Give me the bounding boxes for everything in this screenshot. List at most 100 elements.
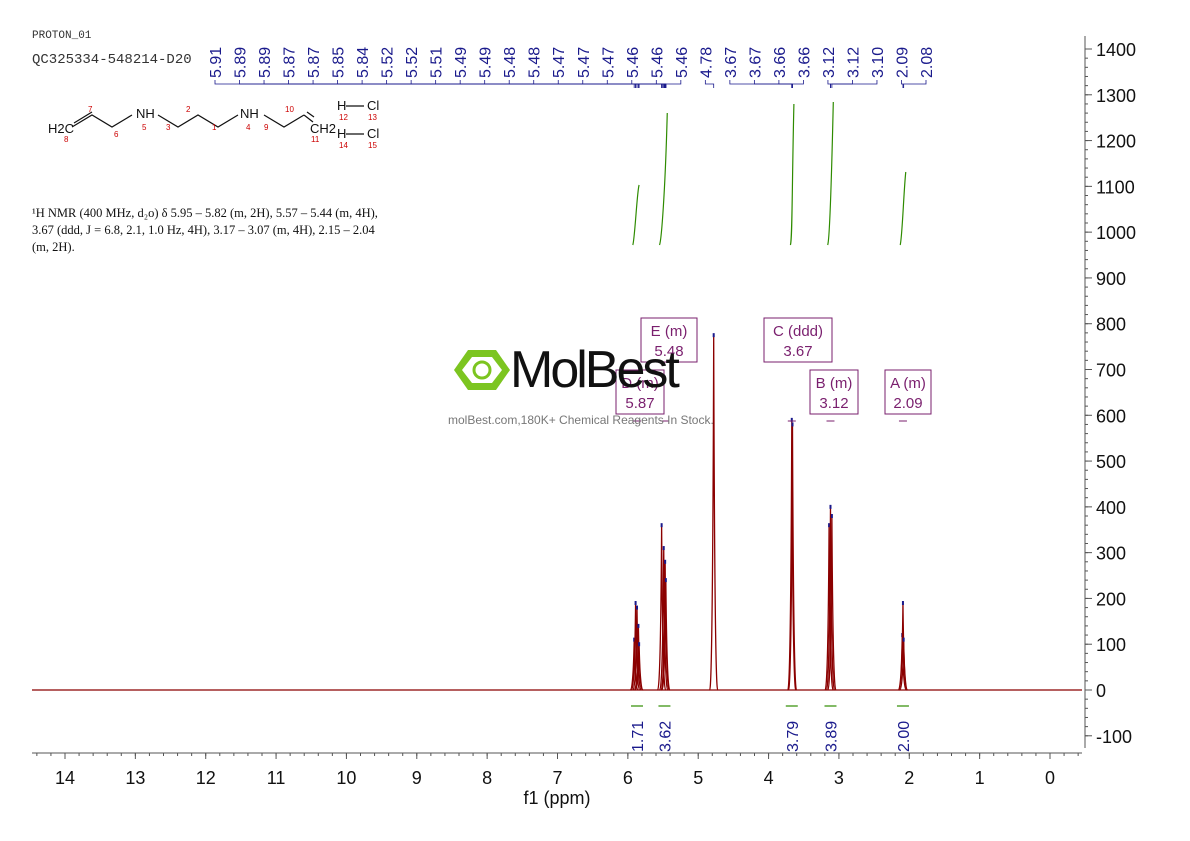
multiplet-shift: 2.09 [893, 395, 922, 412]
peak-label: 5.46 [649, 47, 666, 78]
y-tick-label: 1100 [1096, 177, 1135, 197]
integral-value: 2.00 [896, 721, 913, 752]
peak-marker [712, 333, 715, 338]
multiplet-shift: 3.12 [819, 395, 848, 412]
integral-value: 3.62 [657, 721, 674, 752]
y-tick-label: 200 [1096, 589, 1126, 609]
peak-label: 3.67 [723, 47, 740, 78]
y-tick-label: 1400 [1096, 40, 1136, 60]
multiplet-label: B (m) [816, 375, 853, 392]
peak-label: 5.48 [527, 47, 544, 78]
y-tick-label: 1000 [1096, 223, 1136, 243]
x-tick-label: 10 [336, 768, 356, 788]
peak-marker [664, 559, 667, 564]
multiplet-shift: 3.67 [783, 343, 812, 360]
multiplet-box [884, 369, 932, 415]
peak-label: 5.46 [674, 47, 691, 78]
y-tick-label: 300 [1096, 544, 1126, 564]
x-tick-label: 4 [764, 768, 774, 788]
peak-label: 3.66 [796, 47, 813, 78]
integral-curve [632, 184, 640, 246]
x-axis-label: f1 (ppm) [523, 788, 590, 808]
peak-label: 5.51 [429, 47, 446, 78]
peak-marker [662, 546, 665, 551]
peak-marker [828, 523, 831, 528]
y-tick-label: 800 [1096, 315, 1126, 335]
watermark-tagline: molBest.com,180K+ Chemical Reagents In S… [448, 413, 714, 427]
integral-curve [899, 171, 907, 246]
integral-curve [789, 103, 795, 246]
y-tick-label: 400 [1096, 498, 1126, 518]
x-tick-label: 5 [693, 768, 703, 788]
spectrum-peak [825, 506, 836, 691]
y-tick-label: 700 [1096, 361, 1126, 381]
peak-label: 5.47 [576, 47, 593, 78]
multiplet-label: A (m) [890, 375, 926, 392]
peak-marker [791, 422, 794, 427]
x-tick-label: 13 [125, 768, 145, 788]
peak-label: 5.49 [478, 47, 495, 78]
y-tick-label: -100 [1096, 727, 1132, 747]
x-tick-label: 1 [975, 768, 985, 788]
multiplet-shift: 5.87 [625, 395, 654, 412]
x-tick-label: 2 [904, 768, 914, 788]
peak-marker [633, 637, 636, 642]
sample-id: QC325334-548214-D20 [32, 52, 192, 68]
multiplet-box [763, 317, 833, 363]
peak-label: 3.67 [747, 47, 764, 78]
peak-label: 5.46 [625, 47, 642, 78]
experiment-id: PROTON_01 [32, 30, 92, 42]
nmr-description-line: (m, 2H). [32, 240, 75, 254]
peak-marker [634, 601, 637, 606]
peak-marker [636, 605, 639, 610]
multiplet-box [640, 317, 698, 363]
nmr-description-line: 3.67 (ddd, J = 6.8, 2.1, 1.0 Hz, 4H), 3.… [32, 223, 375, 237]
peak-leader-line [753, 80, 793, 88]
peak-label: 5.91 [208, 47, 225, 78]
y-tick-label: 1300 [1096, 86, 1136, 106]
peak-label: 5.84 [355, 47, 372, 78]
integral-value: 1.71 [630, 721, 647, 752]
peak-leader-line [831, 80, 878, 88]
peak-leader-line [901, 80, 904, 88]
peak-label: 5.48 [502, 47, 519, 78]
peak-label: 5.89 [257, 47, 274, 78]
peak-label: 3.10 [870, 47, 887, 78]
x-tick-label: 3 [834, 768, 844, 788]
peak-label: 4.78 [698, 47, 715, 78]
peak-leader-line [665, 80, 682, 88]
x-tick-label: 0 [1045, 768, 1055, 788]
integral-value: 3.89 [823, 721, 840, 752]
peak-label: 5.49 [453, 47, 470, 78]
peak-label: 5.85 [331, 47, 348, 78]
peak-marker [829, 504, 832, 509]
peak-label: 3.66 [772, 47, 789, 78]
x-tick-label: 6 [623, 768, 633, 788]
multiplet-shift: 5.48 [654, 343, 683, 360]
multiplet-box [809, 369, 859, 415]
peak-label: 2.09 [894, 47, 911, 78]
peak-marker [660, 523, 663, 528]
peak-marker [790, 417, 793, 422]
watermark-brand: MolBest [510, 341, 680, 399]
x-tick-label: 12 [196, 768, 216, 788]
peak-marker [901, 601, 904, 606]
integral-curve [827, 101, 834, 246]
peak-label: 5.89 [233, 47, 250, 78]
peak-marker [638, 642, 641, 647]
peak-marker [830, 514, 833, 519]
integral-value: 3.79 [785, 721, 802, 752]
peak-label: 5.47 [551, 47, 568, 78]
peak-leader-line [704, 80, 715, 88]
peak-leader-line [778, 80, 793, 88]
peak-marker [902, 637, 905, 642]
peak-label: 5.87 [306, 47, 323, 78]
y-tick-label: 100 [1096, 635, 1126, 655]
multiplet-label: E (m) [651, 323, 688, 340]
peak-label: 5.52 [404, 47, 421, 78]
x-tick-label: 8 [482, 768, 492, 788]
peak-leader-line [903, 80, 927, 88]
peak-label: 5.87 [282, 47, 299, 78]
nmr-description-line: ¹H NMR (400 MHz, d₂o) δ 5.95 – 5.82 (m, … [32, 206, 378, 220]
